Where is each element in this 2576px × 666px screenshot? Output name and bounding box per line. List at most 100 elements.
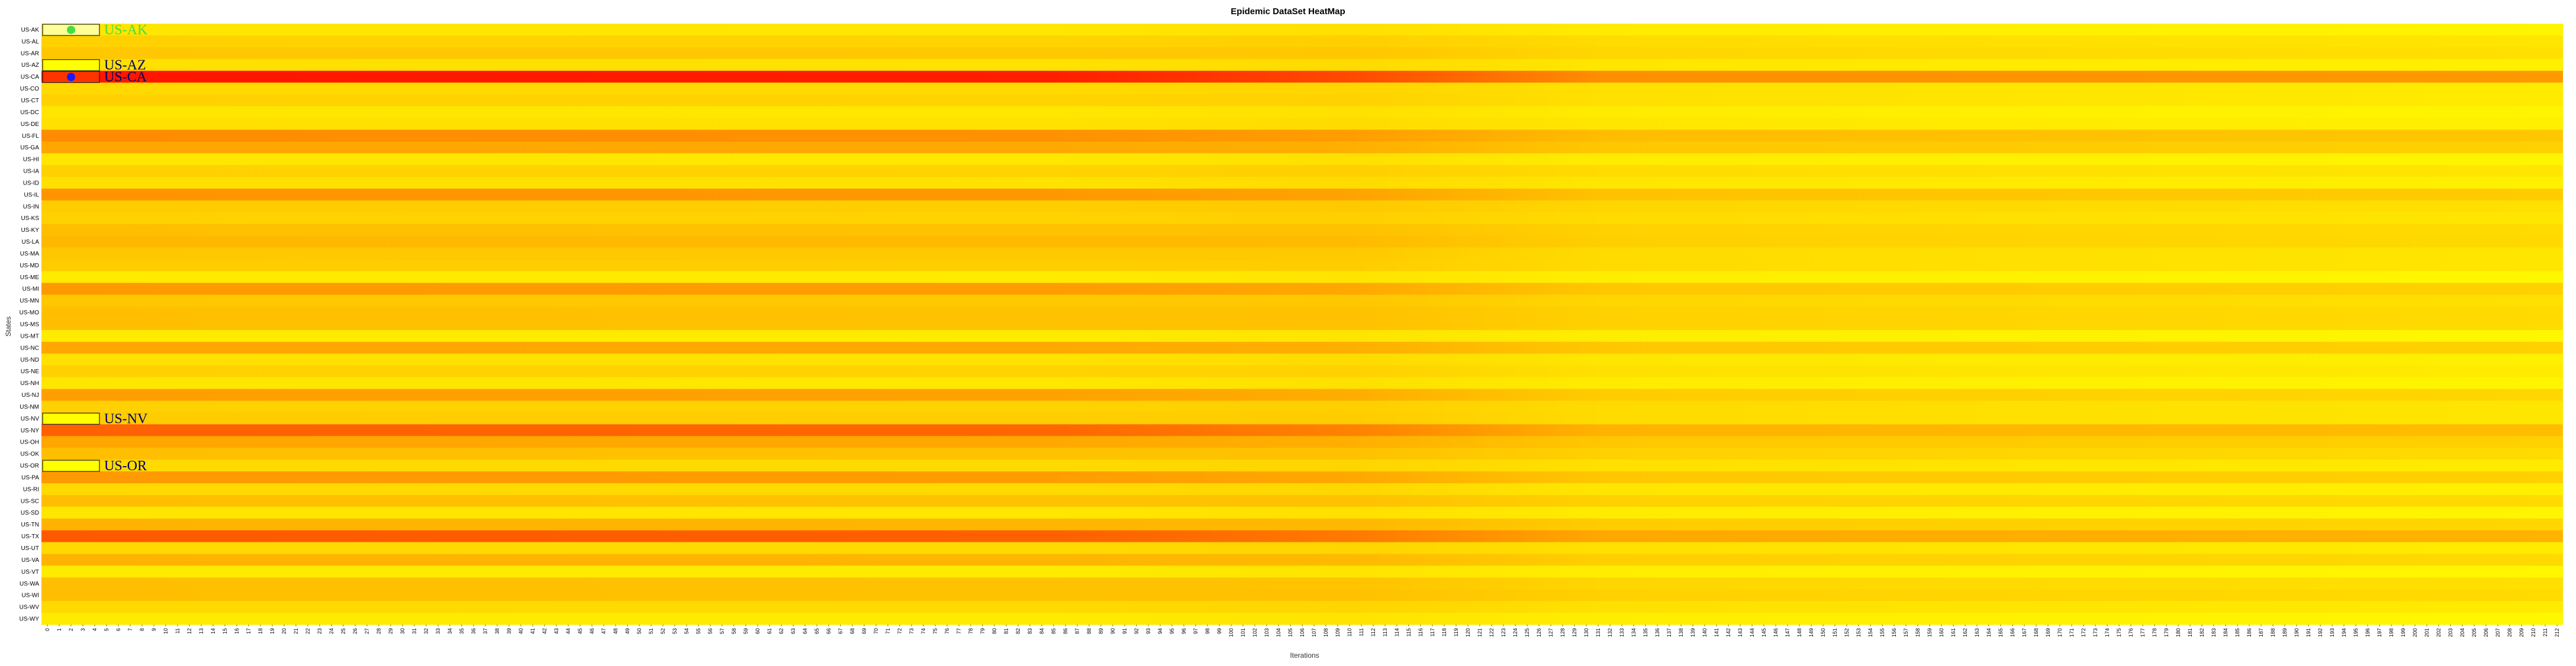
x-tick-label: 119 xyxy=(1453,628,1459,636)
legend-box-us-nv xyxy=(42,412,100,425)
heatmap-row-us-ky xyxy=(41,224,2563,237)
y-tick-label: US-DE xyxy=(21,121,39,128)
x-tick-label: 128 xyxy=(1560,628,1566,637)
x-tick-label: 31 xyxy=(411,628,417,634)
x-tick-label: 17 xyxy=(246,628,252,634)
x-tick-label: 155 xyxy=(1879,628,1885,637)
x-tick-label: 25 xyxy=(340,628,346,634)
x-tick-label: 7 xyxy=(127,628,133,631)
y-tick-label: US-MT xyxy=(20,333,39,340)
x-tick-label: 209 xyxy=(2519,628,2525,637)
heatmap-row-us-fl xyxy=(41,130,2563,142)
x-tick-label: 138 xyxy=(1678,628,1684,637)
x-tick-label: 110 xyxy=(1347,628,1353,636)
y-tick-label: US-GA xyxy=(20,145,39,151)
x-tick-label: 97 xyxy=(1193,628,1199,634)
x-tick-label: 120 xyxy=(1465,628,1471,637)
y-tick-label: US-SD xyxy=(21,510,39,516)
x-tick-label: 157 xyxy=(1903,628,1909,637)
x-tick-label: 4 xyxy=(92,628,98,631)
x-tick-label: 151 xyxy=(1832,628,1838,637)
heatmap-row-us-ne xyxy=(41,365,2563,378)
x-tick-label: 37 xyxy=(482,628,488,634)
x-tick-label: 54 xyxy=(684,628,690,634)
heatmap-row-us-wi xyxy=(41,589,2563,602)
x-tick-label: 1 xyxy=(56,628,62,631)
heatmap-row-us-ak xyxy=(41,24,2563,36)
x-tick-label: 55 xyxy=(695,628,701,634)
y-tick-label: US-KS xyxy=(21,215,39,222)
x-tick-label: 122 xyxy=(1489,628,1495,637)
x-tick-label: 103 xyxy=(1264,628,1270,637)
x-axis-ticks: 0 1 2 3 4 5 6 7 8 9 10 11 12 13 14 15 16 17 18 19 20 21 22 23 24… xyxy=(44,625,2560,637)
x-tick-label: 192 xyxy=(2317,628,2323,637)
heatmap-row-us-il xyxy=(41,188,2563,201)
x-tick-label: 59 xyxy=(743,628,749,634)
y-tick-label: US-AR xyxy=(21,50,39,57)
x-tick-label: 66 xyxy=(826,628,832,634)
x-tick-label: 104 xyxy=(1276,628,1281,637)
x-tick-label: 82 xyxy=(1015,628,1021,634)
x-tick-label: 21 xyxy=(293,628,299,634)
x-tick-label: 96 xyxy=(1181,628,1187,634)
heatmap-row-us-ca xyxy=(41,70,2563,83)
x-tick-label: 42 xyxy=(542,628,548,634)
legend-box-us-or xyxy=(42,460,100,472)
x-tick-label: 98 xyxy=(1205,628,1210,634)
y-tick-label: US-NC xyxy=(20,345,39,351)
x-tick-label: 134 xyxy=(1631,628,1637,637)
y-tick-label: US-MO xyxy=(20,310,40,316)
x-tick-label: 169 xyxy=(2045,628,2051,637)
y-tick-label: US-NH xyxy=(20,380,39,387)
y-tick-label: US-WI xyxy=(22,593,39,599)
heatmap-row-us-ut xyxy=(41,542,2563,554)
x-tick-label: 168 xyxy=(2033,628,2039,637)
x-tick-label: 102 xyxy=(1252,628,1258,637)
heatmap-row-us-md xyxy=(41,259,2563,271)
heatmap-row-us-tx xyxy=(41,530,2563,543)
x-tick-label: 211 xyxy=(2542,628,2548,636)
x-tick-label: 115 xyxy=(1406,628,1412,636)
x-tick-label: 193 xyxy=(2329,628,2335,637)
x-tick-label: 201 xyxy=(2424,628,2430,637)
y-tick-label: US-IN xyxy=(23,203,39,210)
x-tick-label: 136 xyxy=(1654,628,1660,637)
x-tick-label: 13 xyxy=(198,628,204,634)
x-tick-label: 30 xyxy=(400,628,405,634)
y-tick-label: US-NJ xyxy=(22,392,39,399)
x-tick-label: 8 xyxy=(139,628,145,631)
heatmap-row-us-nm xyxy=(41,400,2563,413)
x-tick-label: 36 xyxy=(471,628,476,634)
legend-label-us-az: US-AZ xyxy=(104,58,146,73)
x-tick-label: 176 xyxy=(2128,628,2134,637)
x-tick-label: 32 xyxy=(423,628,429,634)
heatmap-row-us-ct xyxy=(41,94,2563,106)
x-tick-label: 67 xyxy=(838,628,843,634)
x-tick-label: 77 xyxy=(956,628,962,634)
y-tick-label: US-IL xyxy=(24,192,39,198)
heatmap-row-us-vt xyxy=(41,565,2563,578)
x-tick-label: 160 xyxy=(1939,628,1944,637)
x-tick-label: 94 xyxy=(1157,628,1163,634)
x-tick-label: 11 xyxy=(175,628,181,633)
x-tick-label: 18 xyxy=(257,628,263,634)
heatmap-row-us-oh xyxy=(41,436,2563,448)
y-tick-label: US-ND xyxy=(20,357,39,363)
x-tick-label: 65 xyxy=(814,628,820,634)
heatmap-row-us-ri xyxy=(41,483,2563,496)
x-tick-label: 91 xyxy=(1122,628,1128,634)
heatmap-row-us-ma xyxy=(41,247,2563,260)
y-tick-label: US-WV xyxy=(20,604,40,611)
x-tick-label: 0 xyxy=(44,628,50,631)
x-tick-label: 150 xyxy=(1820,628,1826,637)
heatmap-row-us-sc xyxy=(41,494,2563,507)
x-tick-label: 172 xyxy=(2081,628,2086,637)
heatmap-row-us-or xyxy=(41,460,2563,472)
heatmap-row-us-nd xyxy=(41,353,2563,366)
legend-label-us-ak: US-AK xyxy=(104,22,148,38)
y-tick-label: US-WA xyxy=(20,581,39,587)
x-tick-label: 29 xyxy=(388,628,394,634)
x-tick-label: 156 xyxy=(1891,628,1897,637)
heatmap-row-us-mo xyxy=(41,306,2563,319)
x-tick-label: 184 xyxy=(2223,628,2229,637)
